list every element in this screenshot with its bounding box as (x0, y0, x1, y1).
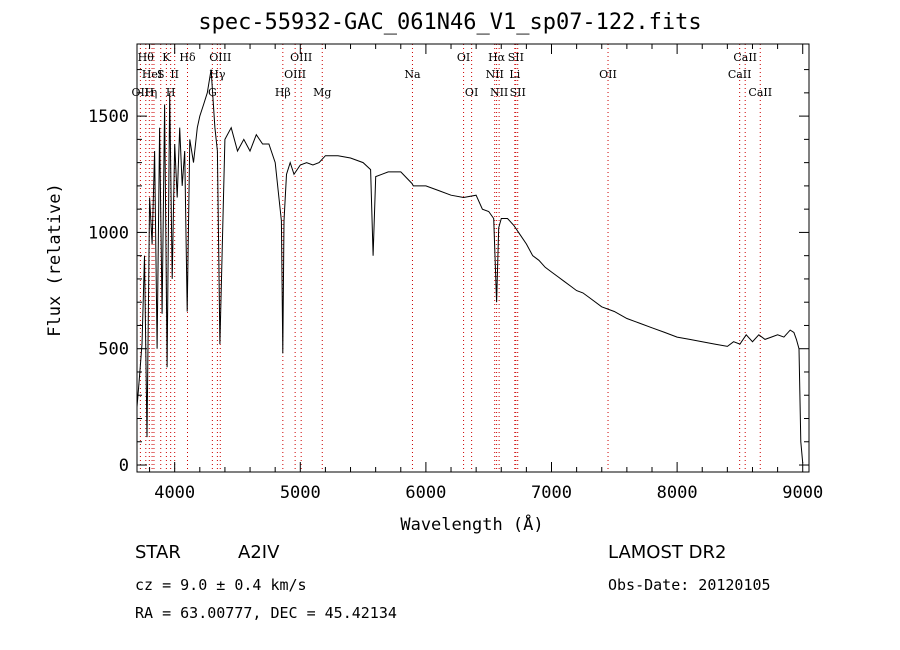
subclass: A2IV (238, 542, 280, 563)
spectral-line-label: SII (510, 86, 526, 99)
y-tick-label: 1500 (88, 107, 129, 127)
spectral-line-label: Na (404, 68, 421, 81)
spectral-line-label: OII (132, 86, 150, 99)
spectral-line-label: OI (465, 86, 478, 99)
obs-date: Obs-Date: 20120105 (608, 576, 771, 594)
tick-labels: 4000 5000 6000 7000 8000 9000 0 500 1000 1500 (88, 107, 823, 503)
line-markers (139, 44, 761, 472)
y-tick-label: 1000 (88, 223, 129, 243)
x-tick-label: 7000 (531, 483, 572, 503)
spectral-line-label: H (145, 86, 155, 99)
x-tick-label: 4000 (154, 483, 195, 503)
redshift-text: cz = 9.0 ± 0.4 km/s (135, 576, 307, 594)
y-tick-label: 0 (119, 456, 129, 476)
axis-ticks (137, 44, 809, 472)
x-tick-label: 8000 (657, 483, 698, 503)
spectral-line-label: OIII (209, 51, 231, 64)
spectral-line-label: SII (508, 51, 524, 64)
x-axis-label: Wavelength (Å) (400, 513, 543, 535)
spectral-line-label: CaII (728, 68, 752, 81)
spectral-line-label: Mg (313, 86, 331, 99)
spectral-line-label: Hγ (209, 68, 226, 81)
spectral-line-label: Hβ (275, 86, 291, 99)
spectral-line-label: Hα (488, 51, 506, 64)
spectral-line-label: Hδ (179, 51, 196, 64)
spectral-line-label: CaII (733, 51, 757, 64)
x-tick-label: 5000 (280, 483, 321, 503)
y-axis-label: Flux (relative) (45, 183, 65, 337)
plot-frame (136, 43, 810, 473)
spectral-line-label: K (162, 51, 171, 64)
spectral-line-label: HeI (142, 68, 162, 81)
spectral-line-label: η (151, 86, 158, 99)
survey-name: LAMOST DR2 (608, 542, 727, 563)
chart-title: spec-55932-GAC_061N46_V1_sp07-122.fits (198, 10, 702, 35)
spectral-line-label: OI (457, 51, 470, 64)
spectral-line-label: H (166, 86, 176, 99)
coordinates: RA = 63.00777, DEC = 45.42134 (135, 604, 397, 622)
spectral-line-label: S (157, 68, 165, 81)
spectral-line-label: OIII (284, 68, 306, 81)
spectral-line-label: OIII (290, 51, 312, 64)
y-tick-label: 500 (98, 340, 129, 360)
spectral-line-label: Hθ (138, 51, 155, 64)
spectral-line-label: G (208, 86, 217, 99)
spectral-line-label: CaII (748, 86, 772, 99)
spectral-line-label: OII (599, 68, 617, 81)
x-tick-label: 6000 (405, 483, 446, 503)
spectral-line-label: NII (486, 68, 504, 81)
spectral-line-label: II (170, 68, 179, 81)
x-tick-label: 9000 (782, 483, 823, 503)
object-class: STAR (135, 542, 181, 563)
spectral-line-label: NII (490, 86, 508, 99)
spectral-line-label: Li (509, 68, 520, 81)
spectrum-line (136, 69, 804, 463)
